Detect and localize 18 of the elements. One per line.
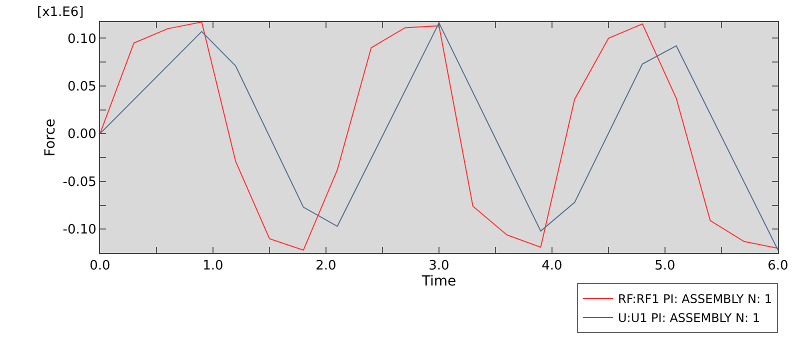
line-series [100,22,778,251]
y-tick-label: 0.05 [67,80,96,94]
x-tick-label: 0.0 [90,258,110,274]
x-tick-label: 4.0 [542,258,562,274]
y-tick-label: -0.10 [62,222,96,238]
y-axis-title: Force [42,118,58,156]
x-tick-label: 6.0 [768,258,788,274]
y-tick-label: 0.00 [67,127,96,142]
x-tick-label: 5.0 [654,258,676,274]
x-tick-label: 3.0 [428,258,450,274]
y-tick-label: -0.05 [62,174,96,190]
x-tick-label: 1.0 [202,258,224,274]
text: [x1.E6] [37,5,84,20]
y-tick-label: 0.10 [67,32,96,47]
legend-label: RF:RF1 PI: ASSEMBLY N: 1 [618,292,772,306]
x-tick-label: 2.0 [316,258,336,274]
x-axis-title: Time [420,274,456,290]
legend-label: U:U1 PI: ASSEMBLY N: 1 [618,311,760,326]
